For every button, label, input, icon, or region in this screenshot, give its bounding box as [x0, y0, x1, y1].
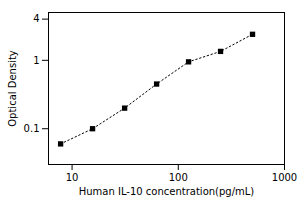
svg-text:10: 10: [66, 172, 79, 183]
svg-text:0.1: 0.1: [24, 123, 40, 134]
svg-text:4: 4: [33, 13, 39, 24]
svg-text:Human IL-10 concentration(pg/m: Human IL-10 concentration(pg/mL): [79, 186, 255, 197]
svg-text:1: 1: [33, 55, 39, 66]
svg-text:100: 100: [169, 172, 188, 183]
svg-text:Optical Density: Optical Density: [7, 50, 18, 127]
svg-text:1000: 1000: [272, 172, 297, 183]
